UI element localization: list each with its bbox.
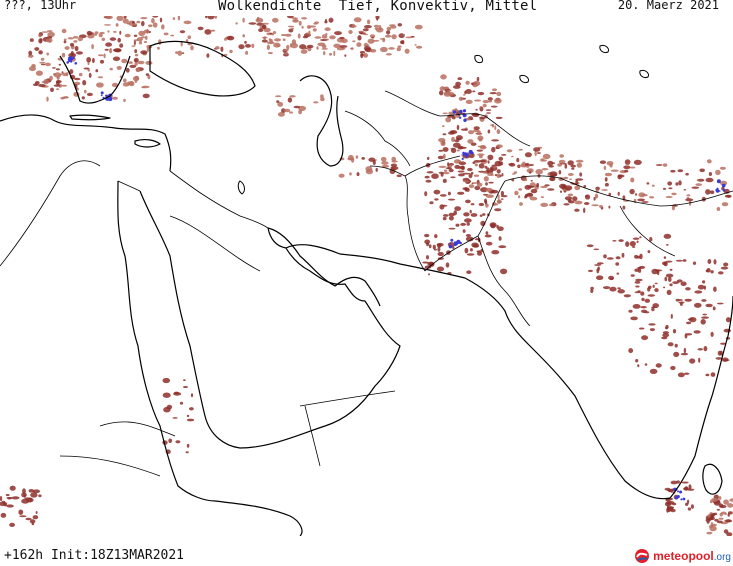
- map-title: Wolkendichte Tief, Konvektiv, Mittel: [218, 0, 538, 14]
- meteopool-logo-text: meteopool.org: [653, 549, 731, 563]
- cloud-density-layer: [0, 16, 733, 536]
- borders: [0, 90, 733, 477]
- run-init-info: +162h Init:18Z13MAR2021: [4, 548, 185, 563]
- logo-tld: .org: [713, 552, 731, 563]
- meteopool-logo-icon: [635, 549, 650, 563]
- coastlines: [0, 40, 733, 536]
- forecast-weekday-hour: ???, 13Uhr: [4, 0, 77, 12]
- logo-brand: meteopool: [653, 549, 714, 563]
- forecast-date: 20. Maerz 2021: [617, 0, 719, 12]
- meteopool-logo: meteopool.org: [634, 548, 731, 564]
- lakes: [237, 45, 649, 195]
- cloud-density-map: [0, 16, 733, 536]
